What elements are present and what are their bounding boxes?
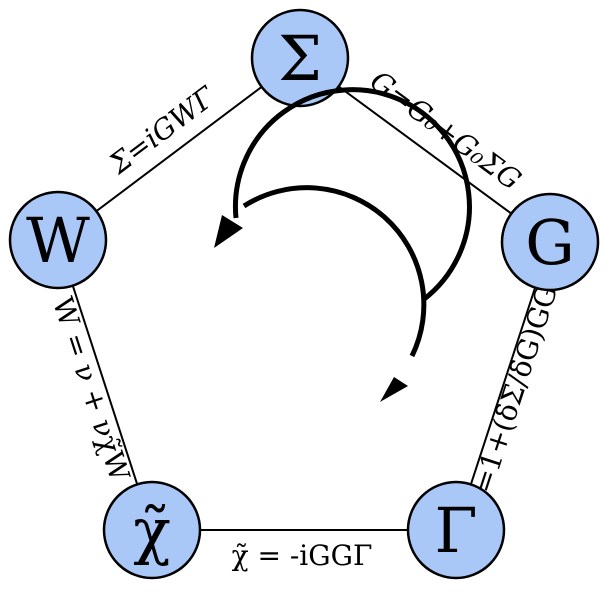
- node-sigma-label: Σ: [278, 22, 322, 95]
- node-chi-label: χ̃: [133, 494, 171, 567]
- node-chi: χ̃: [102, 480, 202, 580]
- node-gamma-label: Γ: [434, 494, 477, 567]
- node-sigma: Σ: [250, 8, 350, 108]
- edge-label-gamma-chi: χ̃ = -iGGΓ: [232, 539, 373, 572]
- node-gamma: Γ: [406, 480, 506, 580]
- edge-g-gamma: [455, 241, 551, 531]
- node-g: G: [500, 192, 600, 292]
- edge-w-sigma: [57, 57, 301, 241]
- cycle-arrows-icon: [214, 87, 472, 402]
- edge-chi-w: [57, 239, 153, 531]
- node-w-label: W: [26, 204, 90, 277]
- edge-label-sigma-g: G=G₀+G₀ΣG: [364, 64, 527, 197]
- nodes: Σ G Γ χ̃ W: [8, 8, 600, 580]
- node-g-label: G: [525, 206, 575, 279]
- node-w: W: [8, 190, 108, 290]
- edge-label-chi-w: W = ν + νχ̃W: [46, 293, 137, 485]
- edge-label-g-gamma: Γ=1+(δΣ/δG)GGΓ: [460, 262, 570, 515]
